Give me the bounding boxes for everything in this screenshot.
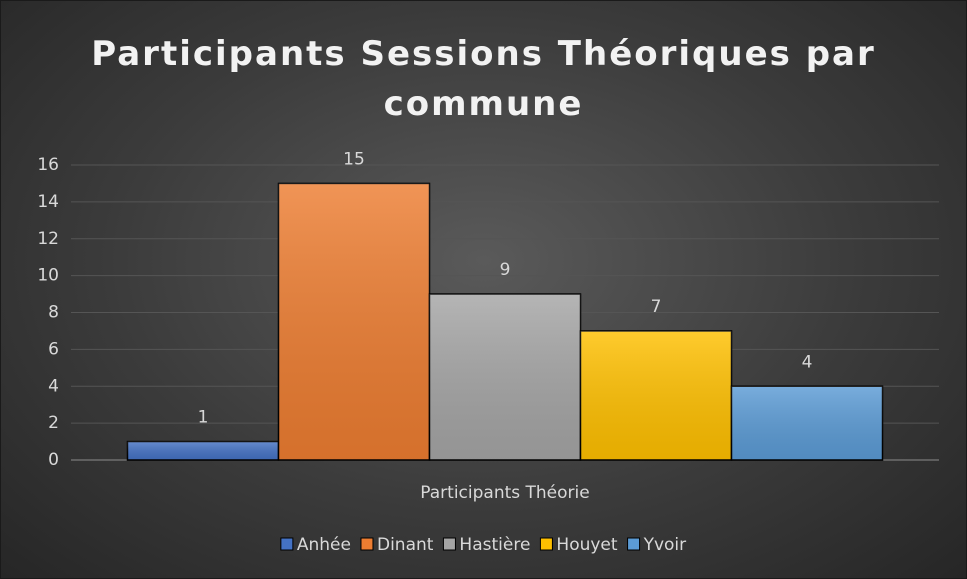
- legend-label: Hastière: [459, 535, 530, 555]
- data-label: 15: [343, 149, 365, 169]
- y-tick-label: 0: [48, 450, 59, 470]
- legend-label: Houyet: [556, 535, 617, 555]
- legend-swatch: [280, 537, 294, 551]
- y-tick-label: 4: [48, 376, 59, 396]
- data-label: 7: [651, 297, 662, 317]
- legend: Anhée Dinant Hastière Houyet Yvoir: [280, 535, 687, 555]
- legend-label: Anhée: [297, 535, 351, 555]
- data-label: 9: [500, 260, 511, 280]
- legend-label: Yvoir: [643, 535, 687, 555]
- y-tick-label: 10: [37, 266, 59, 286]
- legend-swatch: [627, 537, 641, 551]
- y-tick-label: 14: [37, 192, 59, 212]
- bar: [277, 182, 431, 461]
- bar: [126, 440, 280, 461]
- legend-swatch: [442, 537, 456, 551]
- y-tick-label: 6: [48, 339, 59, 359]
- y-tick-label: 12: [37, 229, 59, 249]
- bar: [730, 385, 884, 461]
- legend-swatch: [360, 537, 374, 551]
- data-label: 1: [198, 408, 209, 428]
- bar: [428, 293, 582, 461]
- data-label: 4: [802, 352, 813, 372]
- y-tick-label: 2: [48, 413, 59, 433]
- legend-swatch: [539, 537, 553, 551]
- bar: [579, 330, 733, 461]
- y-tick-label: 16: [37, 155, 59, 175]
- y-tick-label: 8: [48, 303, 59, 323]
- chart-title: Participants Sessions Théoriques par com…: [91, 34, 876, 124]
- legend-label: Dinant: [377, 535, 434, 555]
- x-tick-label: Participants Théorie: [420, 483, 589, 503]
